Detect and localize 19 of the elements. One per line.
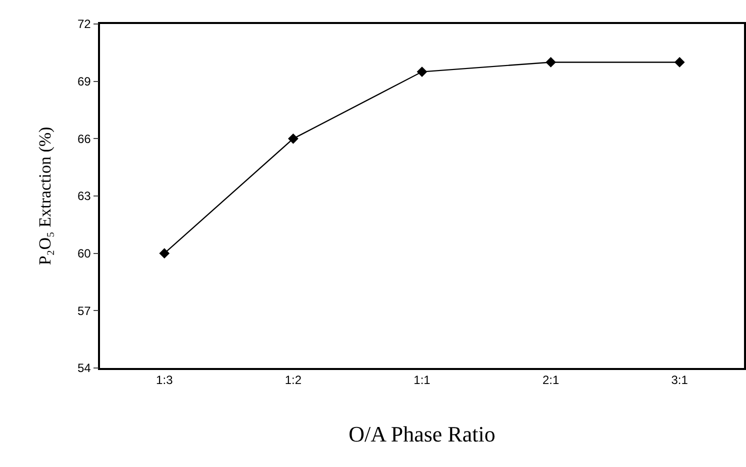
y-tick-label: 54 xyxy=(77,361,92,376)
point xyxy=(546,57,556,68)
x-tick-label: 1:2 xyxy=(284,373,302,388)
x-tick-label: 1:1 xyxy=(414,373,431,388)
y-tick-label: 69 xyxy=(77,74,92,89)
y-tick-label: 60 xyxy=(77,246,92,261)
y-axis-title: P₂O₅ Extraction (%) xyxy=(36,126,55,266)
x-axis-title: O/A Phase Ratio xyxy=(348,422,496,447)
x-tick-label: 1:3 xyxy=(156,373,174,388)
point xyxy=(288,133,298,144)
point xyxy=(674,57,685,68)
y-tick-label: 66 xyxy=(77,132,92,146)
y-tick-label: 57 xyxy=(77,304,92,318)
y-tick-label: 63 xyxy=(77,189,92,204)
x-tick-label: 3:1 xyxy=(671,373,688,388)
y-tick-label: 72 xyxy=(77,17,92,32)
point xyxy=(159,248,170,259)
x-tick-label: 2:1 xyxy=(542,373,560,388)
point xyxy=(416,66,428,77)
